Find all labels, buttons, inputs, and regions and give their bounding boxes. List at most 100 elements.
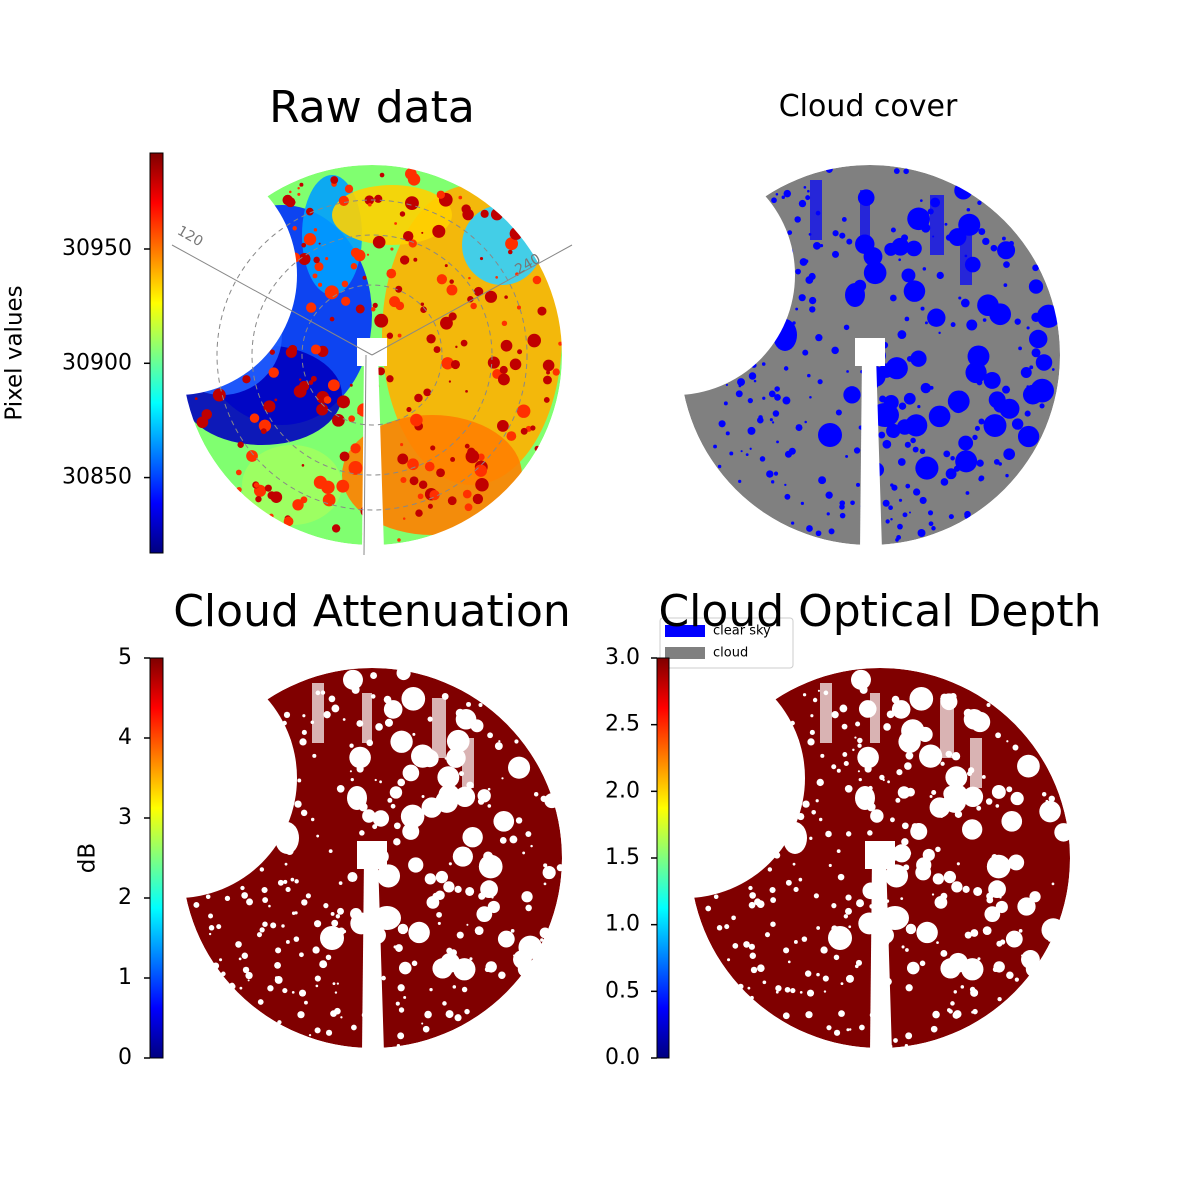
image-blob — [226, 768, 232, 775]
image-blob — [363, 954, 368, 958]
image-blob — [473, 286, 484, 297]
polar-circle — [251, 234, 493, 476]
image-blob — [430, 445, 436, 451]
image-blob — [298, 380, 310, 392]
image-blob — [803, 186, 807, 189]
image-blob — [820, 753, 825, 758]
image-blob — [846, 238, 853, 245]
image-blob — [349, 743, 354, 748]
image-blob — [364, 414, 371, 421]
image-blob — [986, 702, 991, 707]
image-blob — [817, 379, 823, 385]
image-blob — [364, 195, 375, 205]
colorbar-tick-label: 30950 — [62, 236, 132, 261]
image-blob — [772, 410, 780, 417]
image-blob — [497, 930, 515, 948]
image-blob — [884, 977, 892, 986]
image-blob — [424, 873, 436, 885]
image-blob — [988, 391, 1006, 409]
colorbar-tick-label: 1 — [118, 965, 132, 990]
image-blob — [438, 784, 460, 806]
image-blob — [826, 1025, 832, 1031]
image-blob — [350, 263, 358, 270]
image-blob — [804, 420, 807, 424]
image-blob — [990, 244, 998, 252]
image-blob — [936, 271, 944, 280]
image-blob — [332, 982, 336, 986]
image-blob — [753, 312, 762, 320]
image-blob — [978, 228, 986, 235]
image-blob — [755, 780, 759, 783]
image-blob — [874, 845, 884, 854]
image-blob — [381, 975, 386, 981]
image-blob — [374, 778, 377, 782]
image-blob — [410, 413, 423, 427]
image-blob — [509, 227, 523, 240]
image-blob — [758, 415, 763, 420]
image-blob — [711, 355, 715, 360]
image-blob — [818, 817, 823, 822]
image-blob — [242, 375, 251, 384]
image-blob — [958, 213, 981, 236]
image-blob — [437, 921, 441, 925]
image-blob — [845, 974, 854, 983]
image-blob — [856, 482, 861, 487]
image-blob — [316, 834, 320, 838]
image-blob — [774, 386, 780, 392]
image-blob — [982, 318, 987, 322]
image-blob — [208, 932, 212, 936]
image-blob — [760, 254, 767, 261]
image-blob — [1041, 918, 1065, 942]
image-blob — [267, 253, 276, 262]
image-blob — [809, 836, 813, 840]
image-blob — [212, 962, 220, 970]
legend-label: cloud — [713, 646, 748, 661]
image-blob — [966, 207, 971, 212]
image-blob — [1014, 977, 1019, 982]
image-blob — [936, 941, 939, 944]
image-blob — [927, 510, 934, 516]
image-blob — [543, 375, 552, 385]
image-blob — [792, 862, 796, 866]
image-blob — [883, 723, 891, 731]
image-blob — [929, 385, 934, 390]
image-blob — [447, 496, 457, 506]
image-blob — [919, 744, 943, 768]
image-blob — [978, 418, 985, 425]
image-blob — [441, 357, 454, 370]
image-blob — [216, 924, 222, 930]
image-blob — [967, 345, 990, 368]
image-blob — [932, 235, 935, 238]
image-blob — [756, 786, 760, 789]
image-blob — [362, 845, 375, 858]
image-blob — [450, 456, 456, 462]
image-blob — [494, 742, 503, 751]
image-blob — [986, 854, 1011, 879]
image-blob — [901, 234, 909, 242]
image-blob — [335, 914, 341, 919]
image-blob — [462, 489, 472, 499]
image-blob — [910, 350, 927, 367]
image-blob — [349, 746, 371, 769]
image-blob — [1008, 854, 1025, 871]
image-blob — [414, 393, 423, 403]
image-blob — [858, 700, 877, 718]
image-blob — [490, 208, 503, 221]
image-blob — [291, 277, 297, 283]
image-blob — [904, 316, 910, 322]
image-blob — [397, 948, 401, 952]
image-blob — [372, 810, 390, 827]
image-blob — [277, 1020, 282, 1025]
image-blob — [963, 708, 973, 718]
image-blob — [297, 778, 302, 783]
image-blob — [341, 296, 351, 306]
image-blob — [223, 853, 229, 858]
image-blob — [731, 355, 735, 359]
image-blob — [395, 285, 403, 293]
image-blob — [762, 396, 766, 400]
image-blob — [246, 898, 253, 906]
image-blob — [704, 781, 711, 787]
image-blob — [301, 729, 307, 735]
image-blob — [472, 493, 484, 505]
image-blob — [818, 476, 827, 485]
